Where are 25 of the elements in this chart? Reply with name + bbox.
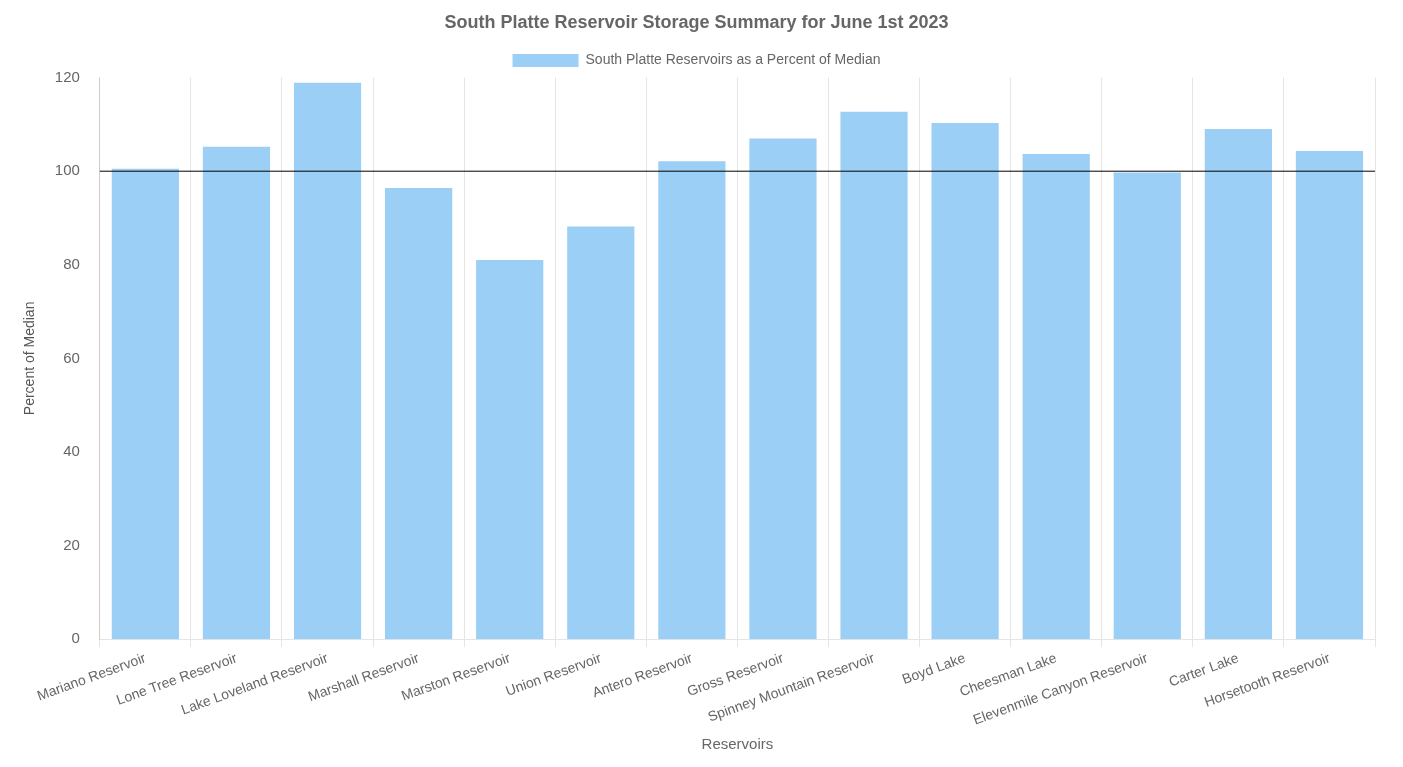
bar <box>1204 129 1272 640</box>
y-tick-label: 40 <box>63 442 80 460</box>
y-tick-label: 60 <box>63 348 80 366</box>
y-tick-label: 120 <box>54 67 80 85</box>
bar <box>293 82 362 640</box>
bar <box>931 122 999 640</box>
bar <box>567 226 635 640</box>
bar <box>385 188 453 640</box>
y-tick-label: 20 <box>63 535 80 553</box>
bar <box>749 138 817 640</box>
chart-title: South Platte Reservoir Storage Summary for June 1st 2023 <box>444 11 949 32</box>
y-tick-label: 80 <box>63 254 80 272</box>
y-axis-title: Percent of Median <box>21 301 38 416</box>
bar <box>1295 151 1364 640</box>
y-tick-label: 0 <box>71 629 80 647</box>
bar <box>1022 153 1090 640</box>
bar <box>111 168 179 640</box>
bar <box>1113 172 1181 640</box>
bar <box>840 111 908 640</box>
bar <box>202 146 271 640</box>
y-tick-label: 100 <box>54 161 80 179</box>
bar <box>476 260 544 640</box>
bar <box>658 161 726 640</box>
x-axis-title: Reservoirs <box>701 735 774 753</box>
legend-label: South Platte Reservoirs as a Percent of Median <box>585 51 881 68</box>
